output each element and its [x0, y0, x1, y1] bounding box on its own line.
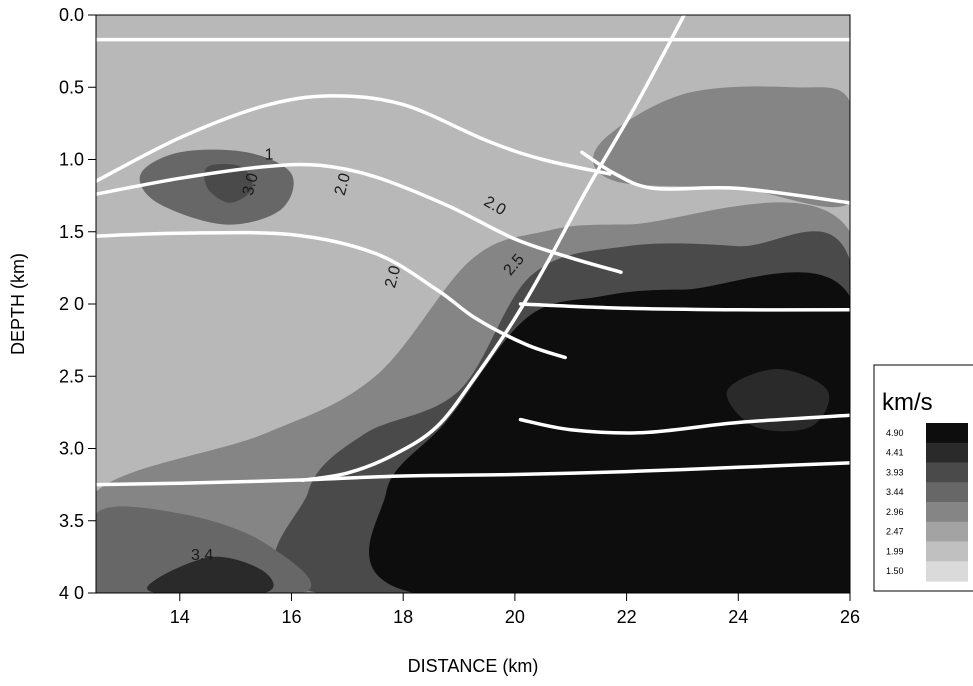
legend-label: 4.41	[886, 448, 904, 458]
line-reflector-4	[518, 302, 850, 312]
line-reflector-3	[96, 230, 567, 360]
legend-swatch	[926, 502, 968, 523]
legend-label: 4.90	[886, 428, 904, 438]
legend-swatch	[926, 521, 968, 543]
x-tick-label: 16	[281, 607, 301, 627]
legend-swatch	[926, 482, 968, 503]
plot-area: 13.0 2.02.02.52.03.4	[96, 15, 850, 593]
legend-swatch	[926, 462, 968, 483]
y-axis: 0.0 0.5 1.0 1.5 2 0 2.5 3.0 3.5 4 0	[59, 5, 96, 603]
contour-label: 2.0	[382, 264, 404, 290]
contour-label: 3.4	[191, 547, 213, 564]
line-reflector-1	[96, 94, 612, 183]
y-tick-label: 3.5	[59, 511, 84, 531]
contour-label: 3.0	[240, 171, 262, 197]
legend-label: 3.93	[886, 467, 904, 477]
legend-label: 3.44	[886, 487, 904, 497]
legend-swatch	[926, 423, 968, 444]
y-tick-label: 4 0	[59, 583, 84, 603]
x-axis-title: DISTANCE (km)	[408, 656, 539, 676]
x-tick-label: 18	[393, 607, 413, 627]
x-tick-label: 26	[840, 607, 860, 627]
legend-swatch	[926, 541, 968, 562]
line-fault	[300, 15, 687, 483]
x-tick-label: 20	[505, 607, 525, 627]
y-tick-label: 0.0	[59, 5, 84, 25]
legend: km/s 4.90 4.41 3.93 3.44 2.96 2.47 1.99 1.50	[873, 364, 973, 592]
line-reflector-1-continuation	[580, 150, 850, 205]
y-axis-title: DEPTH (km)	[8, 253, 28, 355]
x-tick-label: 22	[617, 607, 637, 627]
y-tick-label: 2.5	[59, 366, 84, 386]
legend-swatches: 4.90 4.41 3.93 3.44 2.96 2.47 1.99 1.50	[886, 423, 968, 582]
region-deep-lens	[726, 369, 830, 432]
x-tick-label: 14	[170, 607, 190, 627]
x-axis: 14 16 18 20 22 24 26	[170, 593, 860, 627]
legend-label: 2.47	[886, 527, 904, 537]
line-basement-reflector	[96, 461, 850, 487]
region-upper-right-slow-zone	[592, 86, 850, 208]
line-reflector-5	[518, 413, 850, 435]
velocity-regions	[96, 86, 850, 593]
legend-swatch	[926, 561, 968, 582]
y-tick-label: 1.0	[59, 150, 84, 170]
y-tick-label: 2 0	[59, 294, 84, 314]
legend-label: 1.99	[886, 546, 904, 556]
contour-label: 1	[265, 147, 274, 164]
legend-label: 2.96	[886, 507, 904, 517]
legend-title: km/s	[882, 389, 933, 416]
legend-label: 1.50	[886, 566, 904, 576]
reflector-lines	[96, 15, 850, 487]
legend-swatch	[926, 442, 968, 464]
region-bottom-left-pod	[147, 556, 274, 593]
y-tick-label: 3.0	[59, 439, 84, 459]
y-tick-label: 0.5	[59, 77, 84, 97]
contour-label: 2.0	[332, 171, 354, 197]
line-reflector-2	[96, 162, 623, 274]
x-tick-label: 24	[728, 607, 748, 627]
y-tick-label: 1.5	[59, 222, 84, 242]
